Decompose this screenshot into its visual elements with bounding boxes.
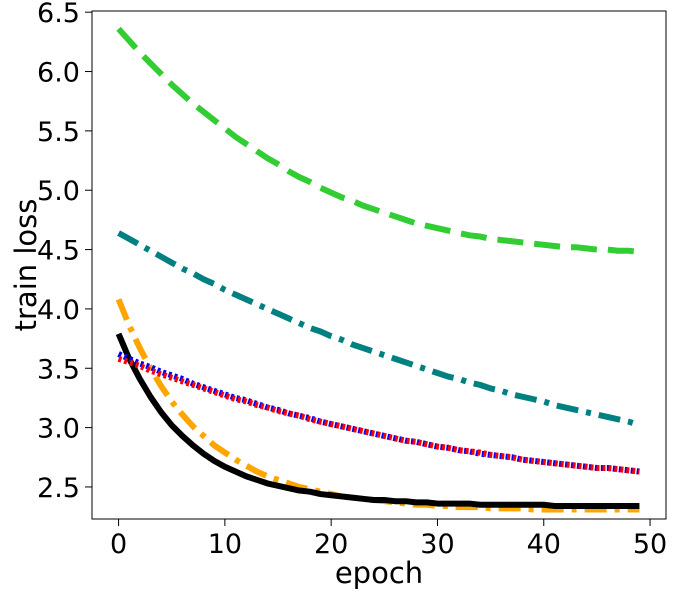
x-tick-label: 50 [633,529,667,560]
y-tick-label: 5.5 [37,117,80,148]
x-tick-label: 30 [420,529,454,560]
series-layer [115,26,641,513]
y-tick-label: 2.5 [37,473,80,504]
y-tick-label: 4.0 [37,295,80,326]
series-line-2 [117,230,641,429]
y-axis-label: train loss [9,199,43,332]
plot-frame [91,10,667,520]
x-tick-label: 0 [110,529,127,560]
y-tick-label: 6.0 [37,58,80,89]
y-tick-label: 5.0 [37,176,80,207]
tick-layer: 0 10 20 30 40 50 2.5 3.0 3.5 4.0 4.5 5.0 5.5 6.0 6.5 [37,0,667,560]
x-axis-label: epoch [335,556,423,590]
x-tick-label: 40 [527,529,561,560]
series-line-4 [115,332,640,509]
y-tick-label: 4.5 [37,236,80,267]
series-line-5 [117,351,640,475]
series-line-6 [117,355,640,475]
x-tick-label: 10 [208,529,242,560]
x-tick-label: 20 [314,529,348,560]
y-tick-label: 3.5 [37,354,80,385]
series-line-1 [116,26,640,255]
y-tick-label: 6.5 [37,0,80,29]
y-tick-label: 3.0 [37,414,80,445]
